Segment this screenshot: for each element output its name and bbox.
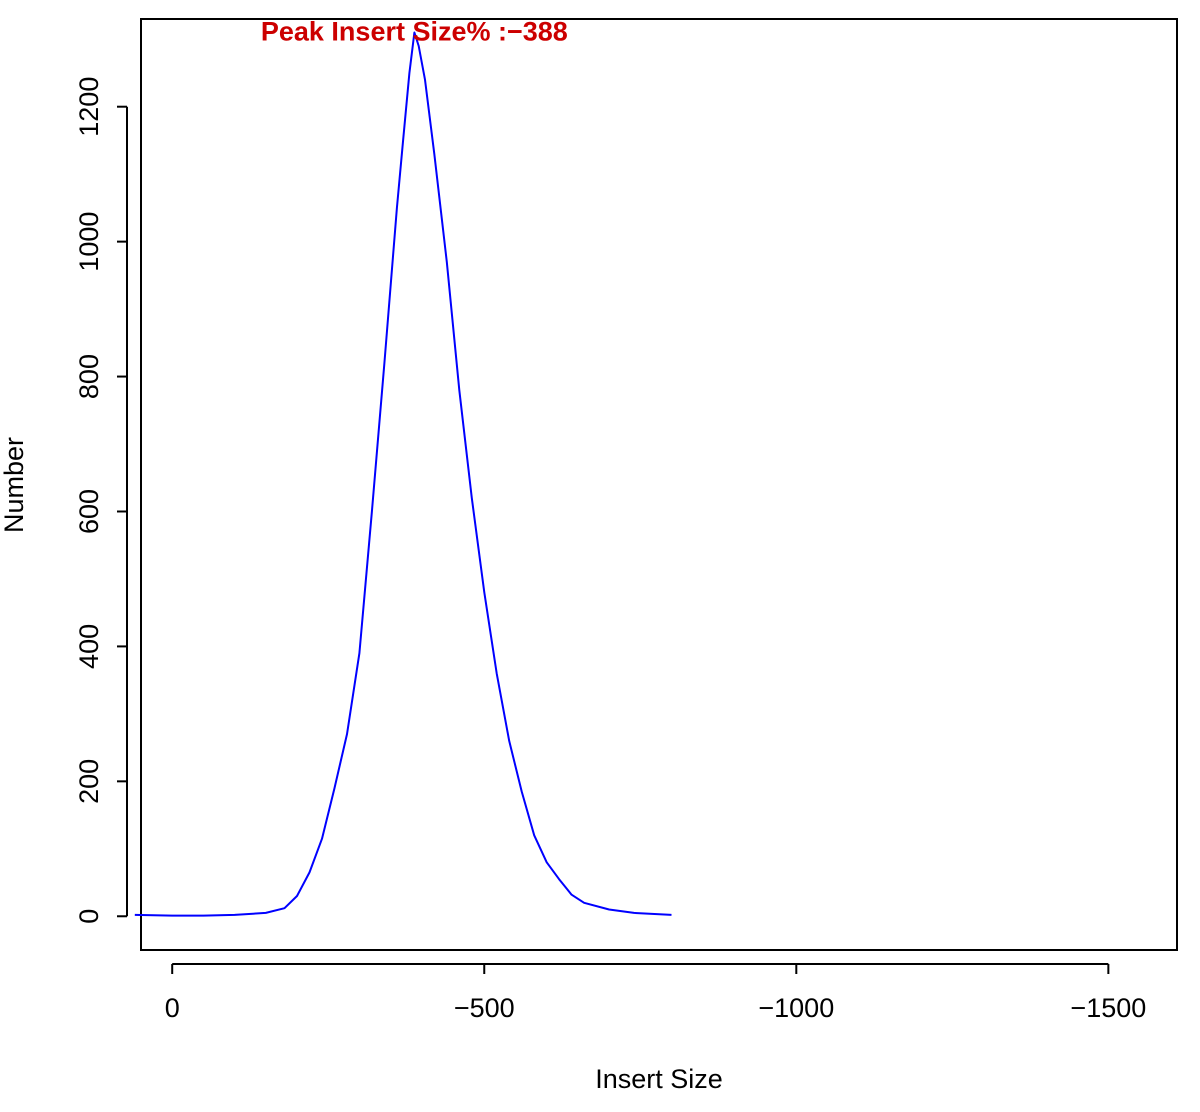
y-axis: 0 200 400 600 800 1000 1200 bbox=[74, 77, 128, 924]
y-tick-label: 400 bbox=[74, 624, 104, 669]
x-tick-label: 0 bbox=[165, 993, 180, 1023]
y-tick-label: 1000 bbox=[74, 212, 104, 272]
x-tick-label: −1000 bbox=[758, 993, 834, 1023]
x-tick-label: −500 bbox=[454, 993, 515, 1023]
x-axis-title: Insert Size bbox=[595, 1064, 723, 1094]
plot-frame bbox=[140, 18, 1178, 951]
series-line bbox=[134, 31, 672, 917]
y-tick-label: 0 bbox=[74, 909, 104, 924]
x-tick-label: −1500 bbox=[1070, 993, 1146, 1023]
y-tick-label: 800 bbox=[74, 354, 104, 399]
series-layer bbox=[134, 31, 672, 917]
y-tick-label: 200 bbox=[74, 759, 104, 804]
y-tick-label: 600 bbox=[74, 489, 104, 534]
y-tick-label: 1200 bbox=[74, 77, 104, 137]
peak-annotation: Peak Insert Size% :−388 bbox=[261, 16, 568, 46]
x-axis: 0 −500 −1000 −1500 bbox=[165, 963, 1146, 1023]
y-axis-title: Number bbox=[0, 437, 29, 533]
